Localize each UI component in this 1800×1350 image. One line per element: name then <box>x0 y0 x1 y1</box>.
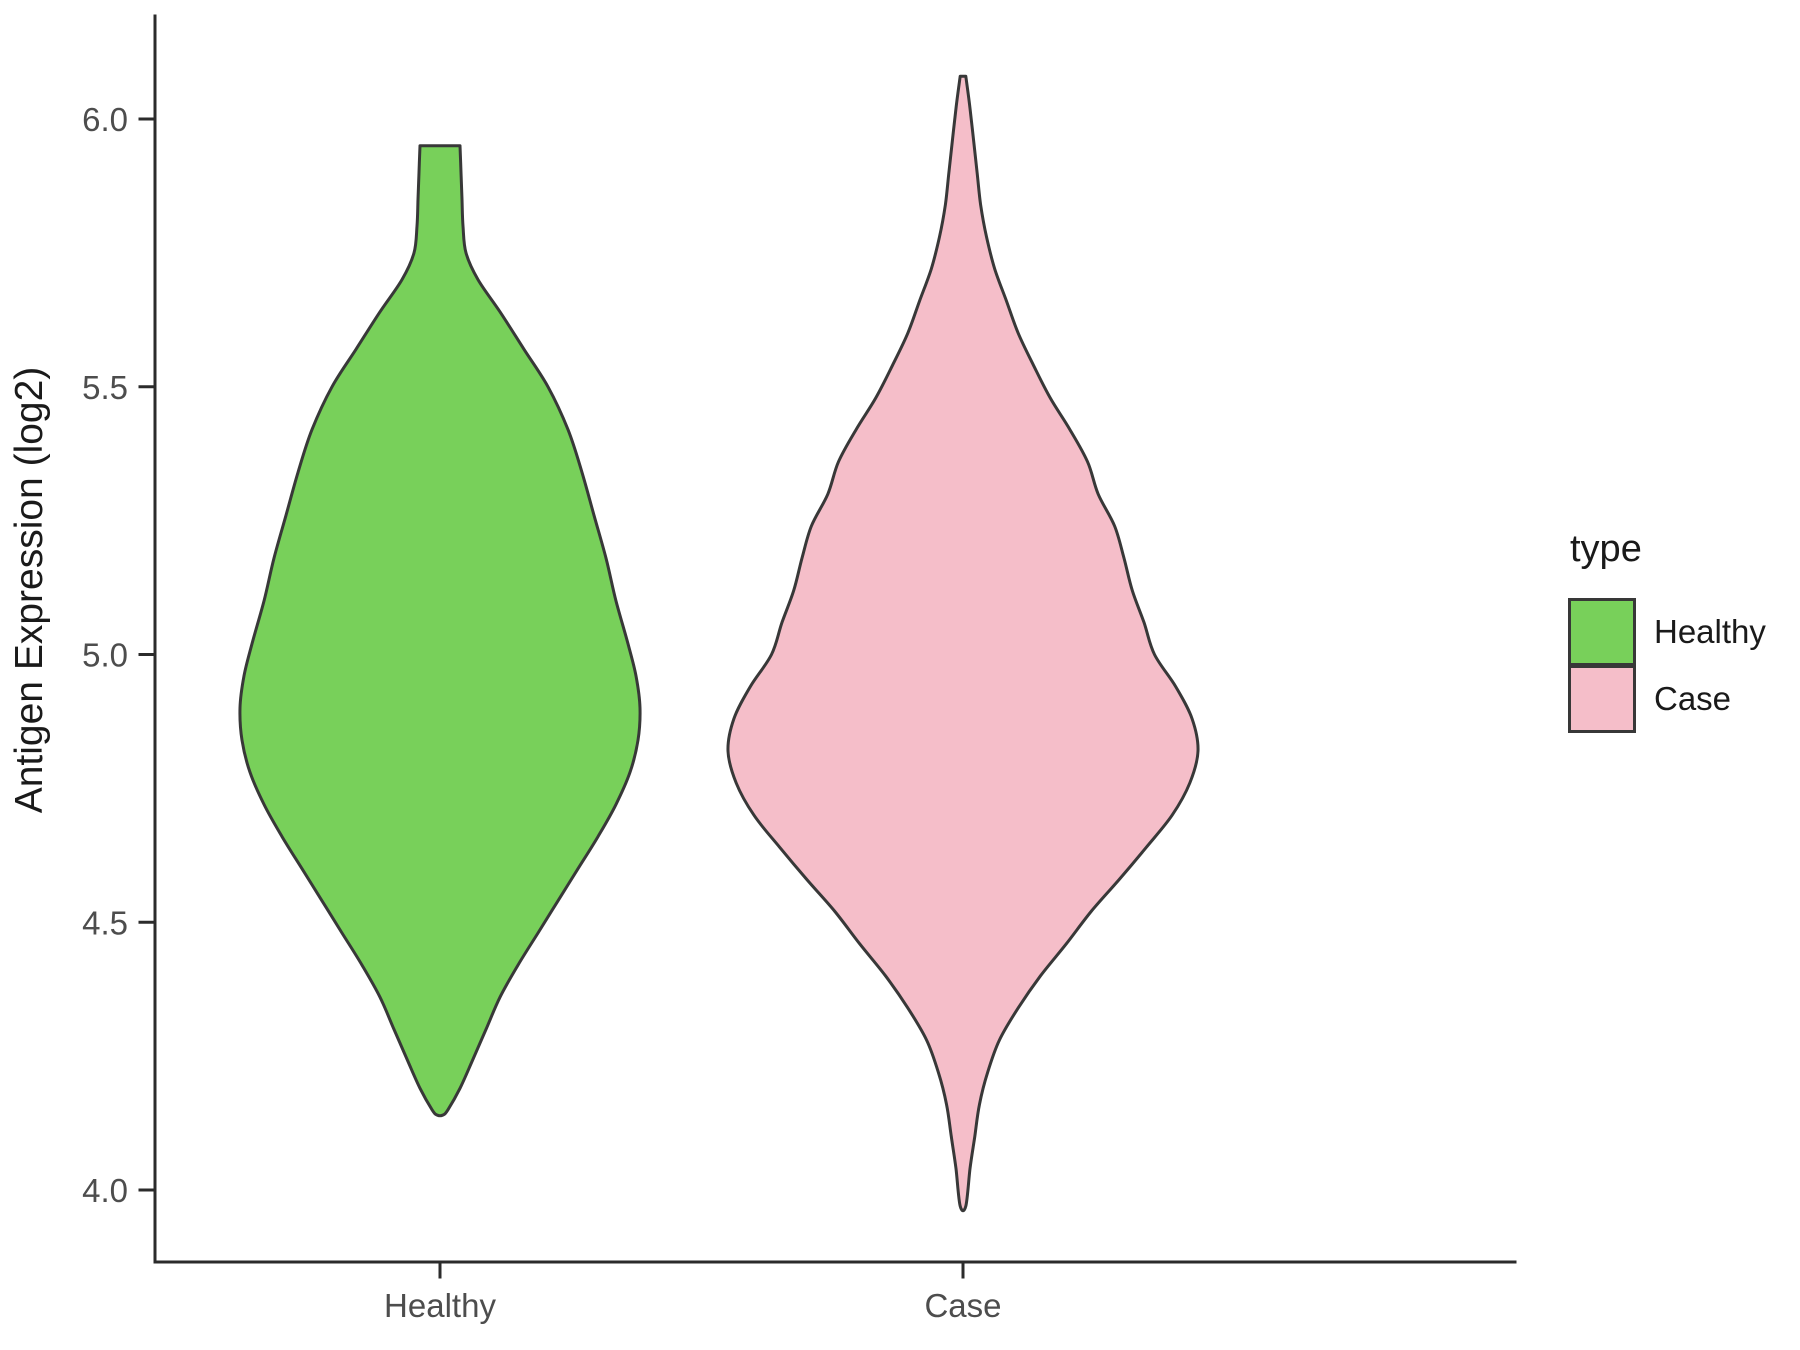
violins-layer <box>238 74 1200 1213</box>
x-axis-label-case: Case <box>924 1287 1001 1324</box>
legend: type Healthy Case <box>1568 528 1798 734</box>
legend-swatch-case <box>1568 665 1636 733</box>
x-axis-label-healthy: Healthy <box>384 1287 496 1324</box>
y-tick-label: 6.0 <box>82 101 128 138</box>
y-tick-label: 4.0 <box>82 1172 128 1209</box>
legend-item-healthy: Healthy <box>1568 597 1798 667</box>
y-axis-title: Antigen Expression (log2) <box>8 367 51 814</box>
violin-case <box>726 74 1200 1213</box>
legend-title: type <box>1570 528 1642 570</box>
y-tick-label: 4.5 <box>82 904 128 941</box>
y-tick-label: 5.0 <box>82 637 128 674</box>
axes-layer <box>138 14 1517 1279</box>
tick-labels-layer: 4.0 4.5 5.0 5.5 6.0 Healthy Case <box>82 101 1001 1324</box>
legend-label-healthy: Healthy <box>1654 613 1766 650</box>
legend-label-case: Case <box>1654 680 1732 717</box>
legend-swatch-healthy <box>1568 598 1636 666</box>
legend-item-case: Case <box>1568 664 1798 734</box>
y-tick-label: 5.5 <box>82 369 128 406</box>
violin-healthy <box>238 144 642 1118</box>
